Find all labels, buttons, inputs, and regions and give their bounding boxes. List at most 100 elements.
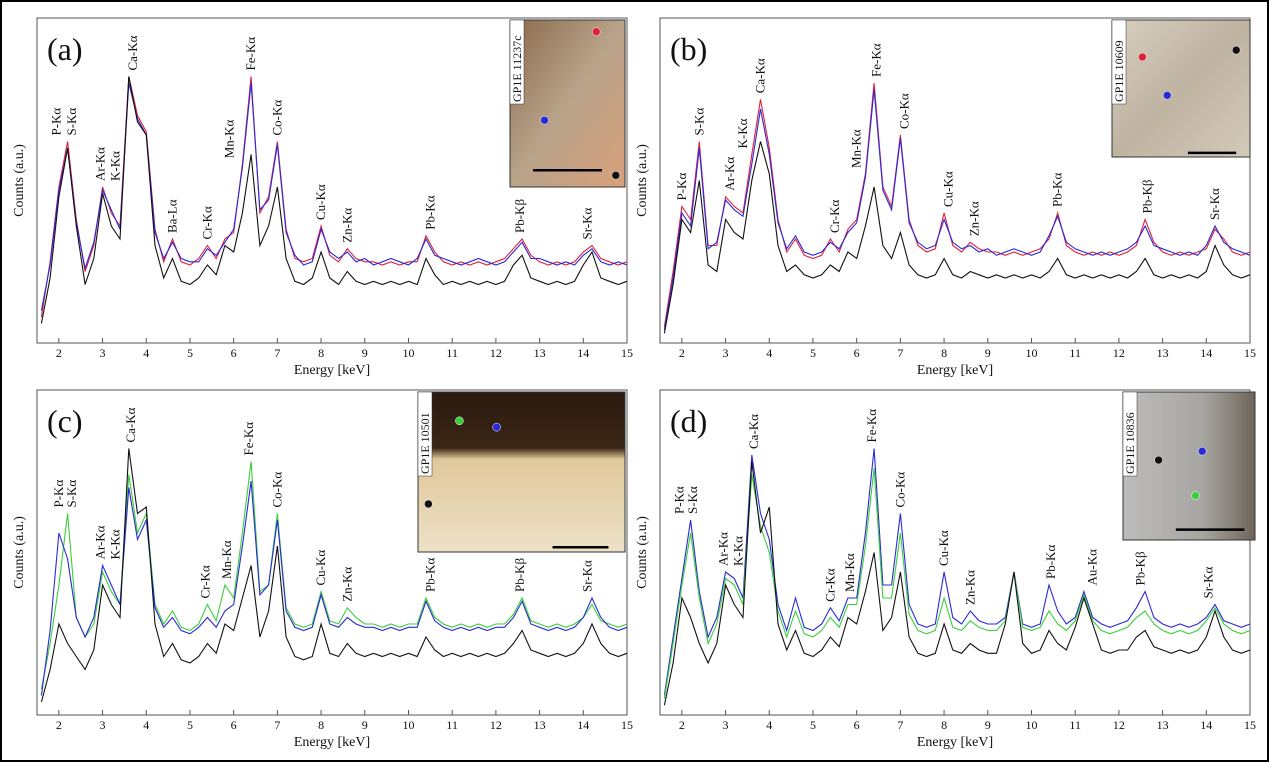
x-tick-label: 10 [402, 718, 414, 732]
peak-label: Zn-Kα [967, 201, 982, 236]
plot-frame [659, 389, 1251, 716]
inset-photo [1122, 391, 1256, 541]
inset-label: GP1E 10609 [1112, 40, 1126, 102]
peak-label: Sr-Kα [1207, 188, 1222, 220]
x-tick-label: 7 [274, 346, 280, 360]
peak-label: Mn-Kα [849, 129, 864, 168]
inset-photo [1111, 19, 1251, 158]
spectrum-line [40, 480, 628, 696]
peak-label: K-Kα [731, 536, 746, 566]
spectrum-line [663, 448, 1251, 696]
x-tick-label: 11 [446, 718, 458, 732]
peak-label: Pb-Kβ [1133, 551, 1148, 585]
x-tick-label: 3 [723, 718, 729, 732]
spectrum-line [663, 89, 1251, 331]
peak-label: S-Kα [64, 480, 79, 508]
x-tick-label: 6 [854, 718, 860, 732]
sample-point [1197, 446, 1207, 456]
x-tick-label: 13 [534, 718, 546, 732]
inset-photo [417, 391, 626, 553]
peak-label: Sr-Kα [580, 207, 595, 239]
sample-point [1154, 455, 1163, 465]
peak-label: Ca-Kα [123, 407, 138, 442]
sample-point [611, 171, 621, 180]
x-tick-label: 4 [766, 718, 772, 732]
peak-label: Ba-Lα [164, 199, 179, 233]
peak-label: Cu-Kα [313, 550, 328, 586]
x-tick-label: 8 [941, 346, 947, 360]
peak-label: K-Kα [735, 118, 750, 148]
spectrum-line [663, 461, 1251, 706]
plot-frame [36, 17, 628, 344]
sample-point [492, 422, 501, 432]
x-tick-label: 9 [985, 718, 991, 732]
peak-label: Pb-Kα [422, 558, 437, 592]
spectrum-line [40, 76, 628, 318]
x-tick-label: 5 [810, 718, 816, 732]
x-tick-label: 14 [1200, 718, 1212, 732]
peak-label: Ar-Kα [92, 525, 107, 559]
x-tick-label: 9 [362, 718, 368, 732]
peak-label: Ar-Kα [715, 532, 730, 566]
x-tick-label: 11 [1069, 718, 1081, 732]
x-tick-label: 10 [1025, 346, 1037, 360]
peak-label: S-Kα [64, 108, 79, 136]
x-tick-label: 12 [1113, 346, 1125, 360]
x-tick-label: 2 [56, 718, 62, 732]
inset-label: GP1E 11237c [510, 35, 524, 102]
x-tick-label: 9 [985, 346, 991, 360]
x-axis-title: Energy [keV] [917, 735, 993, 750]
x-tick-label: 14 [1200, 346, 1212, 360]
sample-point [1191, 491, 1200, 500]
x-tick-label: 12 [490, 346, 502, 360]
peak-label: Pb-Kα [1050, 173, 1065, 207]
peak-label: K-Kα [108, 529, 123, 559]
x-tick-label: 7 [274, 718, 280, 732]
peak-label: Pb-Kβ [512, 558, 527, 592]
inset-label-bg [417, 391, 433, 477]
x-tick-label: 6 [231, 718, 237, 732]
y-axis-title: Counts (a.u.) [12, 144, 27, 217]
peak-label: P-Kα [51, 480, 66, 508]
x-axis-title: Energy [keV] [294, 363, 370, 378]
spectrum-line [663, 467, 1251, 699]
peak-label: Zn-Kα [339, 567, 354, 602]
peak-label: Cr-Kα [827, 200, 842, 233]
sample-point [540, 115, 549, 125]
inset-label-bg [1122, 391, 1138, 477]
panel-label: (d) [670, 403, 707, 439]
plot-frame [36, 389, 628, 716]
peak-label: Co-Kα [897, 93, 912, 129]
x-tick-label: 5 [187, 346, 193, 360]
x-tick-label: 8 [318, 346, 324, 360]
spectrum-line [40, 76, 628, 324]
inset-label-bg [509, 19, 525, 105]
peak-label: Ar-Kα [92, 147, 107, 181]
x-tick-label: 15 [1244, 346, 1256, 360]
peak-label: Pb-Kβ [1139, 179, 1154, 213]
x-tick-label: 4 [143, 346, 149, 360]
inset-label: GP1E 10501 [418, 412, 432, 474]
peak-label: Pb-Kα [422, 195, 437, 229]
x-tick-label: 2 [679, 718, 685, 732]
x-tick-label: 6 [231, 346, 237, 360]
peak-label: K-Kα [108, 151, 123, 181]
peak-label: Cr-Kα [197, 565, 212, 598]
plot-frame [659, 17, 1251, 344]
sample-point [592, 27, 601, 36]
x-tick-label: 5 [187, 718, 193, 732]
x-tick-label: 3 [100, 346, 106, 360]
x-tick-label: 6 [854, 346, 860, 360]
x-tick-label: 8 [318, 718, 324, 732]
spectrum-line [40, 82, 628, 311]
x-tick-label: 13 [1157, 718, 1169, 732]
inset-label: GP1E 10836 [1123, 412, 1137, 474]
peak-label: Pb-Kα [1043, 545, 1058, 579]
x-tick-label: 4 [766, 346, 772, 360]
peak-label: S-Kα [685, 486, 700, 514]
x-tick-label: 12 [1113, 718, 1125, 732]
x-tick-label: 7 [897, 346, 903, 360]
peak-label: Ar-Kα [722, 157, 737, 191]
